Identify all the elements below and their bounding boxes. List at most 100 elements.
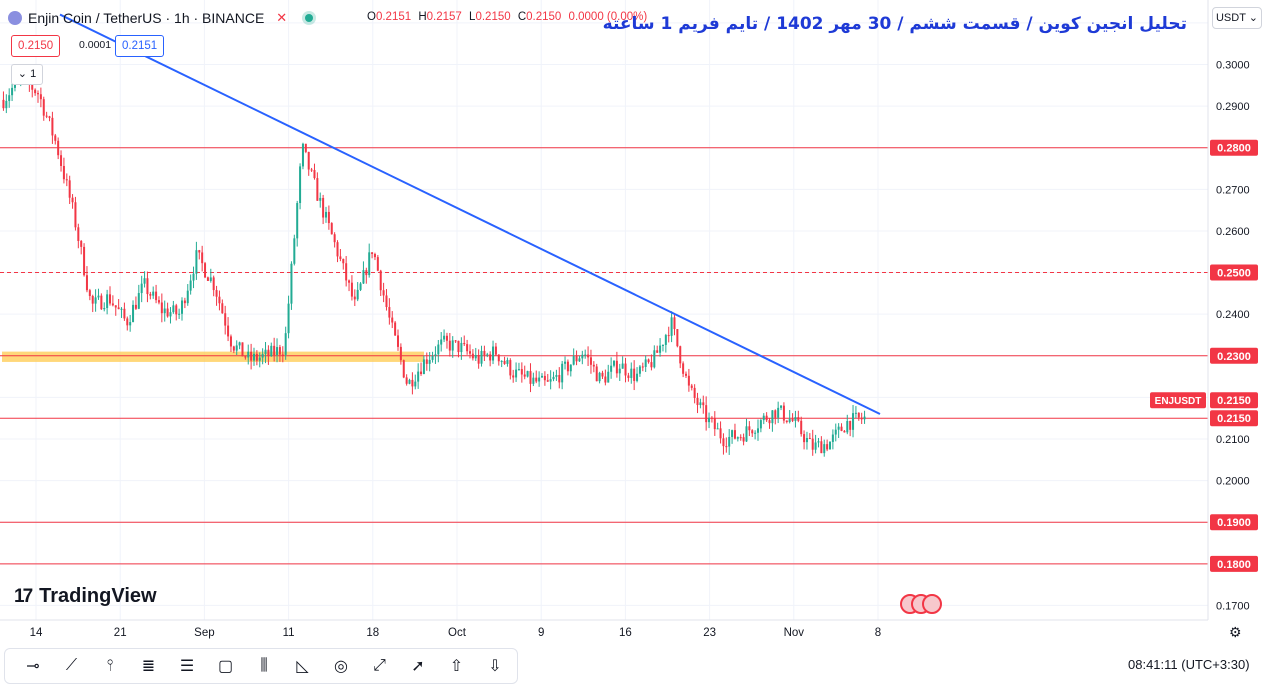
candle-body <box>359 283 362 290</box>
candle-body <box>169 312 172 317</box>
candle-body <box>543 375 546 381</box>
price-axis[interactable]: 0.31000.30000.29000.28000.27000.26000.25… <box>1150 0 1267 688</box>
candle-body <box>509 360 512 376</box>
candle-body <box>54 135 57 141</box>
candle-body <box>592 364 595 367</box>
candle-body <box>466 344 469 352</box>
x-tick-label: 21 <box>114 627 127 639</box>
time-axis[interactable]: 14 21 Sep 11 18 Oct 9 16 23 Nov 8 <box>0 619 1208 639</box>
candle-body <box>405 377 408 384</box>
candle-body <box>123 308 126 319</box>
open-value: 0.2151 <box>375 11 412 23</box>
candle-body <box>445 335 448 341</box>
rectangle-icon[interactable]: ▢ <box>217 658 234 675</box>
candle-body <box>261 354 264 358</box>
level-label-bg <box>1210 139 1258 156</box>
triangle-pattern-icon[interactable]: ◺ <box>296 658 309 675</box>
candle-body <box>408 379 411 384</box>
candle-body <box>120 308 123 310</box>
clock-timezone[interactable]: 08:41:11 (UTC+3:30) <box>1128 657 1250 672</box>
tradingview-logo[interactable]: 17 TradingView <box>14 585 157 608</box>
candle-body <box>584 354 587 356</box>
trendline-segment <box>59 13 881 415</box>
drawing-toolbar: ⊸ ⟋ ⫯ ≣ ☰ ▢ ⫼ ◺ ◎ ⤢ ➚ ⇧ ⇩ <box>4 648 518 684</box>
candle-body <box>88 290 91 296</box>
candle-body <box>687 375 690 386</box>
us-flag-icon[interactable] <box>922 594 942 614</box>
candle-body <box>823 444 826 454</box>
candle-body <box>134 304 137 309</box>
indicators-toggle[interactable]: ⌄ 1 <box>11 64 43 85</box>
candle-body <box>523 374 526 377</box>
candle-body <box>146 278 149 295</box>
path-icon[interactable]: ⤢ <box>373 657 386 674</box>
candle-body <box>538 377 541 382</box>
parallel-channel-icon[interactable]: ≣ <box>141 658 156 675</box>
candle-body <box>702 402 705 406</box>
arrow-icon[interactable]: ➚ <box>411 658 425 675</box>
tradingview-wordmark: TradingView <box>39 585 157 607</box>
candle-body <box>808 438 811 440</box>
arrow-down-icon[interactable]: ⇩ <box>488 658 502 675</box>
candle-body <box>353 296 356 300</box>
candle-body <box>278 347 281 355</box>
horizontal-ray-icon[interactable]: ⊸ <box>26 658 40 675</box>
candle-body <box>664 335 667 345</box>
candle-body <box>791 418 794 421</box>
candle-body <box>264 349 267 355</box>
arrow-up-icon[interactable]: ⇧ <box>449 658 464 675</box>
position-icon[interactable]: ⫼ <box>260 657 268 674</box>
candle-body <box>296 203 299 239</box>
candle-body <box>137 293 140 309</box>
candle-body <box>777 407 780 418</box>
candle-body <box>385 295 388 308</box>
candle-body <box>290 263 293 304</box>
enjin-coin-logo-icon <box>8 11 22 25</box>
candle-body <box>140 283 143 294</box>
candle-body <box>532 377 535 384</box>
candle-body <box>45 115 48 117</box>
sell-button[interactable]: 0.2150 <box>11 35 61 57</box>
close-icon[interactable]: ✕ <box>276 10 288 25</box>
low-value: 0.2150 <box>475 11 511 23</box>
symbol-title[interactable]: Enjin Coin / TetherUS · 1h · BINANCE <box>28 10 265 26</box>
y-tick-label: 0.2100 <box>1216 434 1250 446</box>
x-tick-label: 16 <box>619 627 632 639</box>
chart-settings-icon[interactable]: ⚙ <box>1229 624 1242 640</box>
x-tick-label: Nov <box>784 627 805 639</box>
candle-body <box>186 290 189 304</box>
candle-body <box>391 317 394 323</box>
currency-select[interactable]: USDT ⌄ <box>1212 7 1262 29</box>
candle-body <box>258 357 261 361</box>
buy-button[interactable]: 0.2151 <box>115 35 165 57</box>
vertical-line-icon[interactable]: ⫯ <box>106 657 114 674</box>
fib-retracement-icon[interactable]: ☰ <box>179 658 195 675</box>
candle-body <box>621 363 624 369</box>
candle-body <box>831 434 834 442</box>
candle-body <box>667 335 670 337</box>
trendline[interactable] <box>59 13 881 415</box>
circle-icon[interactable]: ◎ <box>334 658 348 675</box>
spread-value: 0.0001 <box>79 39 112 51</box>
candle-body <box>690 385 693 388</box>
candle-body <box>710 417 713 419</box>
candle-body <box>287 303 290 334</box>
trend-line-icon[interactable]: ⟋ <box>65 657 78 674</box>
candle-body <box>515 369 518 378</box>
level-label-bg <box>1210 514 1258 531</box>
candle-body <box>494 346 497 355</box>
support-zone <box>2 351 424 362</box>
candle-body <box>863 416 866 420</box>
candle-body <box>731 430 734 437</box>
candle-body <box>396 335 400 347</box>
candle-body <box>742 437 745 442</box>
candle-body <box>572 356 575 365</box>
candle-body <box>535 377 538 382</box>
candle-body <box>745 426 748 442</box>
candle-body <box>463 342 466 345</box>
candle-body <box>198 250 201 253</box>
candle-body <box>310 169 313 171</box>
candle-body <box>241 342 244 357</box>
candle-body <box>546 380 549 382</box>
